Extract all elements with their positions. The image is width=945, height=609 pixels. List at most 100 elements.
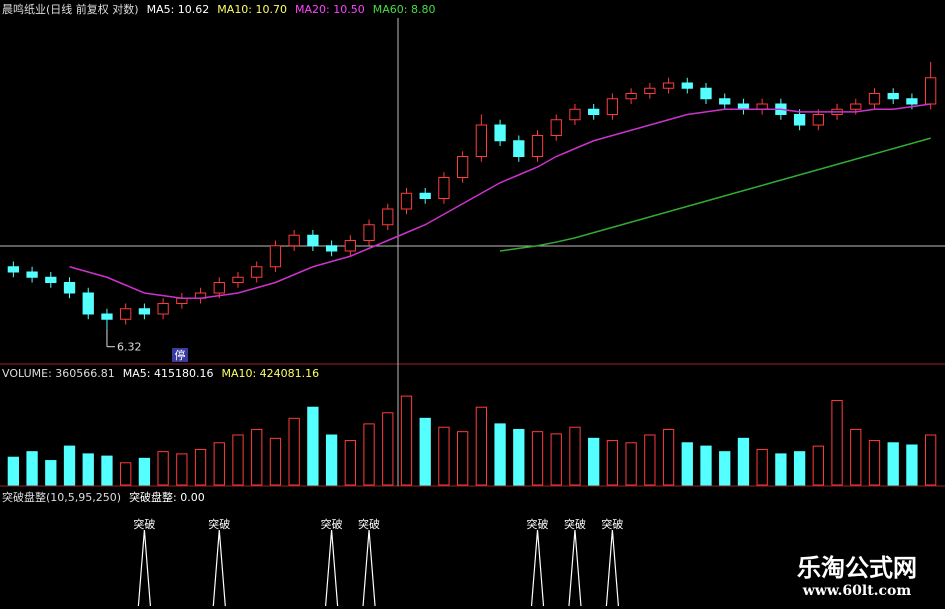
candle-body [887,93,899,100]
legend-entry: MA10: 424081.16 [221,367,320,380]
legend-entry: MA10: 10.70 [217,3,288,16]
volume-bar [63,445,76,486]
volume-bar [307,406,319,486]
candle-body [569,108,581,121]
volume-bar [550,433,562,486]
candle-body [644,87,656,94]
candle-body [719,98,731,105]
legend: 突破盘整(10,5,95,250) 突破盘整: 0.00 [2,491,213,504]
candle-body [494,124,506,142]
candle-body [138,308,151,315]
volume-bar [288,417,300,486]
candle-body [456,156,469,178]
candle-body [176,297,188,304]
signal-spike [530,529,545,607]
ma-line [69,103,931,299]
volume-bar [45,460,57,486]
candle-body [26,271,38,278]
volume-bar [644,434,656,486]
candle-body [101,313,113,320]
candle-body [288,234,300,247]
ma-line [499,137,931,252]
volume-bar [812,445,824,486]
volume-bar [138,457,151,486]
price-header: 晨鸣纸业(日线 前复权 对数) MA5: 10.62 MA10: 10.70 MA20… [2,1,451,17]
legend-entry: 突破盘整(10,5,95,250) [2,491,122,504]
volume-header: VOLUME: 360566.81 MA5: 415180.16 MA10: 424… [2,367,335,380]
volume-bar [82,453,94,486]
candle-body [307,234,319,247]
chart-title: 晨鸣纸业(日线 前复权 对数) [2,3,139,16]
signal-spike [325,529,339,607]
volume-bar [382,412,394,486]
volume-bar [588,437,600,486]
volume-bar [606,440,619,486]
candle-body [793,114,806,126]
volume-bar [906,444,918,486]
volume-bar [438,426,450,486]
signal-spike [212,529,226,607]
signal-spike [137,529,151,607]
signal-label: 突破 [527,517,549,531]
signal-spike [568,529,582,607]
candle-body [531,135,544,157]
volume-bar [344,440,356,486]
candle-body [868,93,881,105]
candle-body [269,245,282,268]
volume-bar [625,442,637,486]
signal-label: 突破 [208,517,230,531]
candle-body [382,208,394,226]
candle-body [625,93,637,100]
volume-bar [456,431,469,486]
volume-bar [269,437,282,486]
volume-bar [700,445,712,486]
marker-text: 停 [175,348,186,362]
volume-bar [924,434,937,486]
candle-body [7,266,20,273]
candle-body [737,103,750,110]
volume-bar [831,400,843,486]
signal-header: 突破盘整(10,5,95,250) 突破盘整: 0.00 [2,489,221,505]
volume-bar [157,451,169,486]
legend-entry: VOLUME: 360566.81 [2,367,115,380]
volume-bar [775,453,787,486]
candle-body [513,140,525,157]
volume-bar [7,456,20,486]
candle-body [400,192,413,210]
candle-body [812,114,824,126]
volume-bar [737,437,750,486]
candle-body [550,119,562,136]
volume-bar [793,451,806,486]
volume-bar [662,428,675,486]
legend-entry: 突破盘整: 0.00 [129,491,205,504]
signal-spike [362,529,376,607]
candle-body [63,282,76,294]
volume-bar [419,417,431,486]
volume-bar [569,426,581,486]
candle-body [438,177,450,199]
legend: MA5: 10.62 MA10: 10.70 MA20: 10.50 MA60: 8.… [147,3,444,16]
candle-body [756,103,768,110]
watermark-url: www.60lt.com [802,583,912,599]
volume-bar [194,448,207,486]
watermark-name: 乐淘公式网 [797,554,917,582]
legend-entry: MA20: 10.50 [295,3,365,16]
watermark: 乐淘公式网 www.60lt.com [772,553,942,607]
volume-bar [325,434,338,486]
candle-body [344,240,356,252]
volume-bar [120,462,132,486]
volume-bar [176,453,188,486]
candle-body [924,77,937,105]
low-label: 6.32 [117,341,141,354]
candle-body [232,276,244,283]
candle-body [662,82,675,89]
volume-bar [850,428,862,486]
candle-body [588,108,600,115]
candle-body [120,308,132,320]
volume-bar [213,442,225,486]
volume-bar [756,448,768,486]
volume-bar [232,434,244,486]
candle-body [157,303,169,315]
